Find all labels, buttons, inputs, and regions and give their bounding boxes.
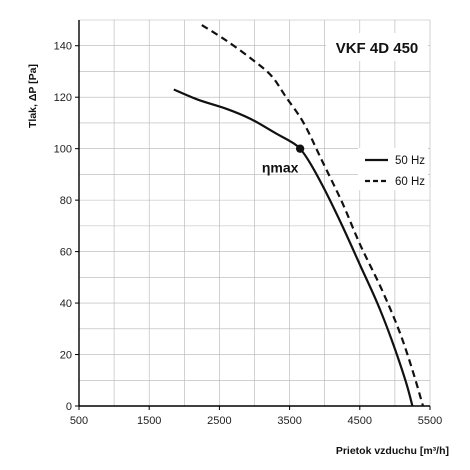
- y-tick-label: 20: [60, 350, 72, 362]
- y-axis-title: Tlak, ΔP [Pa]: [27, 64, 39, 128]
- series: [173, 24, 425, 407]
- series-line-60hz: [201, 24, 425, 407]
- x-tick-label: 500: [70, 415, 88, 427]
- y-tick-label: 60: [60, 247, 72, 259]
- legend-label-50hz: 50 Hz: [395, 155, 425, 167]
- x-tick-label: 1500: [137, 415, 161, 427]
- y-tick-label: 40: [60, 298, 72, 310]
- chart-title: VKF 4D 450: [336, 40, 419, 57]
- title-background: [326, 33, 428, 61]
- eta-max-point: [295, 144, 305, 153]
- x-tick-label: 5500: [418, 415, 442, 427]
- legend-background: [358, 148, 428, 190]
- legend-label-60hz: 60 Hz: [395, 176, 425, 188]
- eta-max-label: ηmax: [262, 160, 299, 176]
- grid: [78, 19, 431, 407]
- labels: ηmax VKF 4D 450 50 Hz 60 Hz Tlak, ΔP [Pa] Pri…: [27, 33, 449, 457]
- x-tick-label: 3500: [277, 415, 301, 427]
- y-tick-label: 140: [54, 41, 72, 53]
- y-tick-label: 120: [54, 92, 72, 104]
- series-line-50hz: [173, 88, 414, 407]
- y-tick-label: 0: [66, 401, 72, 413]
- x-tick-label: 2500: [207, 415, 231, 427]
- x-tick-label: 4500: [348, 415, 372, 427]
- y-tick-label: 80: [60, 195, 72, 207]
- x-axis-title: Prietok vzduchu [m³/h]: [336, 445, 449, 457]
- y-tick-label: 100: [54, 144, 72, 156]
- axes: 0 20 40 60 80 100 120 140 500 1500 2500 3500 4500 550…: [54, 20, 442, 427]
